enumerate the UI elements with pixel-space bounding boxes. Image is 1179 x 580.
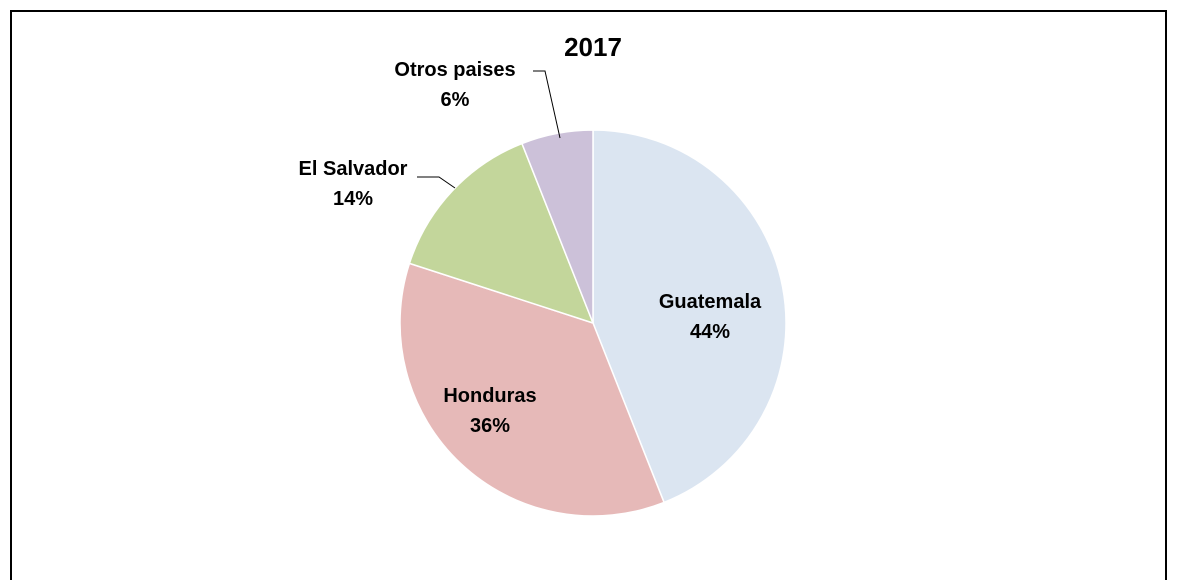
pie-slices bbox=[399, 129, 787, 517]
slice-percent-label: 6% bbox=[441, 89, 470, 111]
leader-line-el-salvador bbox=[417, 176, 456, 189]
pie-slice-otros-paises bbox=[520, 129, 594, 324]
slice-category-label: Guatemala bbox=[659, 291, 762, 313]
slice-percent-label: 14% bbox=[333, 188, 373, 210]
slice-category-label: El Salvador bbox=[299, 158, 408, 180]
leader-lines bbox=[417, 70, 561, 189]
slice-label-guatemala: Guatemala 44% bbox=[659, 291, 762, 343]
slice-labels: Guatemala 44% Honduras 36% El Salvador 14% Otr… bbox=[299, 59, 762, 437]
slice-label-otros-paises: Otros paises 6% bbox=[394, 59, 515, 111]
slice-label-honduras: Honduras 36% bbox=[443, 385, 536, 437]
pie-slice-honduras bbox=[399, 262, 666, 517]
pie-slice-el-salvador bbox=[408, 142, 595, 325]
slice-percent-label: 36% bbox=[470, 415, 510, 437]
slice-category-label: Otros paises bbox=[394, 59, 515, 81]
slice-percent-label: 44% bbox=[690, 321, 730, 343]
chart-title: 2017 bbox=[564, 32, 622, 62]
leader-line-otros-paises bbox=[533, 70, 561, 139]
pie-slice-guatemala bbox=[592, 129, 787, 504]
slice-label-el-salvador: El Salvador 14% bbox=[299, 158, 408, 210]
slice-category-label: Honduras bbox=[443, 385, 536, 407]
